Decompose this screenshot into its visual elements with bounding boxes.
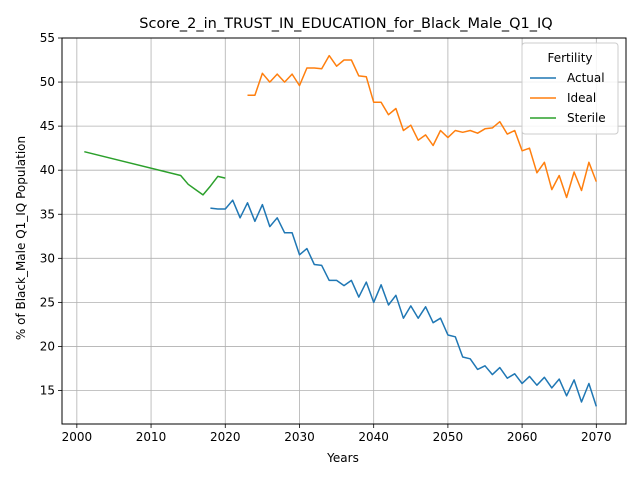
- y-axis-label: % of Black_Male Q1_IQ Population: [14, 136, 28, 340]
- series-line-ideal: [247, 54, 598, 199]
- x-tick-label: 2040: [358, 430, 389, 444]
- y-tick-label: 30: [40, 251, 55, 265]
- y-tick-label: 20: [40, 339, 55, 353]
- legend-label-sterile: Sterile: [567, 111, 606, 125]
- y-tick-label: 40: [40, 163, 55, 177]
- plot-frame: [61, 37, 627, 425]
- legend-box: [521, 42, 619, 135]
- x-tick-label: 2010: [136, 430, 167, 444]
- x-axis-label: Years: [326, 451, 359, 465]
- x-tick-label: 2050: [433, 430, 464, 444]
- legend-title: Fertility: [547, 51, 592, 65]
- series-line-sterile: [84, 150, 226, 196]
- x-axis-ticks: 2000 2010 2020 2030 2040 2050 2060 2070: [62, 424, 612, 444]
- legend-label-ideal: Ideal: [567, 91, 596, 105]
- legend-items: Actual Ideal Sterile: [530, 71, 606, 125]
- x-tick-label: 2070: [581, 430, 612, 444]
- y-tick-label: 50: [40, 75, 55, 89]
- x-tick-label: 2060: [507, 430, 538, 444]
- x-tick-label: 2030: [284, 430, 315, 444]
- y-tick-label: 25: [40, 295, 55, 309]
- y-axis-ticks: 15 20 25 30 35 40 45 50 55: [40, 31, 62, 398]
- y-tick-label: 15: [40, 384, 55, 398]
- x-tick-label: 2020: [210, 430, 241, 444]
- y-tick-label: 45: [40, 119, 55, 133]
- x-tick-label: 2000: [62, 430, 93, 444]
- y-tick-label: 55: [40, 31, 55, 45]
- legend: Fertility Actual Ideal Sterile: [521, 42, 619, 135]
- y-tick-label: 35: [40, 207, 55, 221]
- chart-title: Score_2_in_TRUST_IN_EDUCATION_for_Black_…: [139, 16, 552, 32]
- series-lines: [84, 54, 598, 407]
- legend-label-actual: Actual: [567, 71, 605, 85]
- series-line-actual: [210, 199, 598, 407]
